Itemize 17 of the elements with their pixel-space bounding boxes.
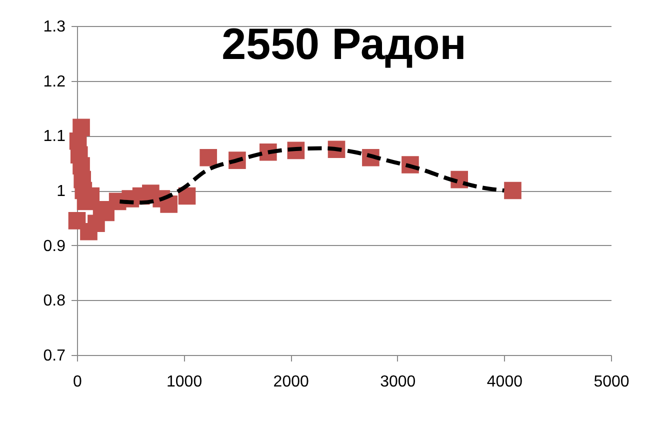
y-tick-label: 1 [56,183,66,200]
x-tick-label: 3000 [380,374,416,390]
x-tick-label: 4000 [486,374,523,390]
point [504,182,522,200]
y-tick-label: 0.8 [43,292,66,310]
x-tick-label: 0 [73,374,82,390]
point [200,148,218,166]
x-tick-label: 1000 [166,374,202,390]
y-tick-label: 0.9 [43,238,66,255]
y-tick-label: 1.2 [43,73,66,90]
x-tick-label: 5000 [594,374,630,390]
y-tick-label: 1.1 [43,128,66,146]
x-tick-label: 2000 [273,374,309,390]
y-tick-label: 0.7 [43,348,66,364]
point [88,214,105,232]
chart-title: 2550 Радон [222,20,466,69]
y-tick-label: 1.3 [43,18,66,36]
